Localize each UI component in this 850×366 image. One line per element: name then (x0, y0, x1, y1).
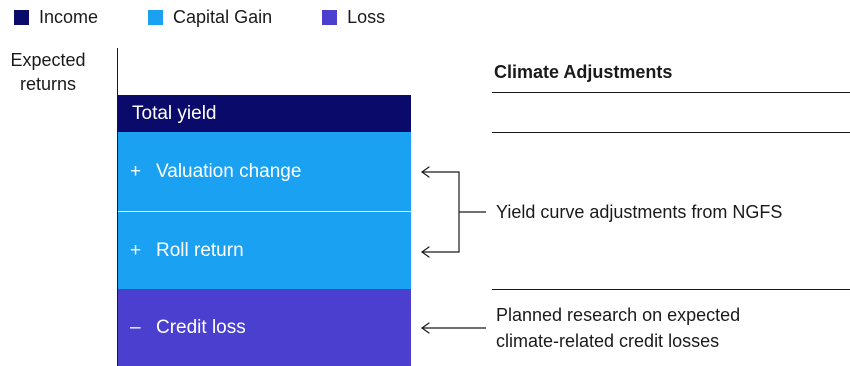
roll-return-arrowhead (420, 246, 430, 258)
credit-loss-arrowhead (420, 322, 430, 334)
legend: Income Capital Gain Loss (14, 6, 435, 28)
legend-label-loss: Loss (347, 6, 386, 27)
panel-rule-lower (492, 289, 850, 290)
valuation-change-label: Valuation change (156, 160, 302, 182)
y-axis-label: Expected returns (8, 48, 88, 96)
legend-item-capital-gain: Capital Gain (148, 7, 272, 28)
total-yield-label: Total yield (132, 102, 217, 124)
valuation-change-segment: + Valuation change (118, 132, 411, 211)
legend-item-income: Income (14, 7, 98, 28)
credit-loss-segment: – Credit loss (118, 289, 411, 366)
yield-curve-note: Yield curve adjustments from NGFS (496, 202, 783, 222)
credit-loss-note-line2: climate-related credit losses (496, 331, 720, 351)
credit-loss-label: Credit loss (156, 316, 246, 338)
legend-label-income: Income (39, 6, 99, 27)
capital-gain-swatch (148, 9, 164, 25)
y-axis-label-line1: Expected (10, 50, 86, 70)
y-axis-label-line2: returns (19, 74, 77, 94)
legend-item-loss: Loss (322, 7, 385, 28)
income-swatch (14, 9, 29, 25)
legend-label-capital-gain: Capital Gain (173, 6, 273, 27)
roll-return-label: Roll return (156, 239, 244, 261)
y-axis-line (117, 48, 118, 366)
total-yield-segment: Total yield (118, 95, 411, 132)
bracket (422, 171, 460, 253)
credit-loss-sign: – (130, 316, 141, 338)
segment-divider (118, 211, 411, 212)
credit-loss-note-line1: Planned research on expected (496, 305, 741, 325)
roll-return-segment: + Roll return (118, 212, 411, 289)
valuation-change-sign: + (130, 160, 142, 182)
loss-swatch (322, 9, 338, 25)
panel-title: Climate Adjustments (494, 62, 673, 82)
credit-loss-note: Planned research on expected climate-rel… (496, 302, 740, 354)
valuation-arrowhead (420, 166, 430, 178)
roll-return-sign: + (130, 239, 142, 261)
panel-rule-middle (492, 132, 850, 133)
title-rule-bottom (492, 92, 850, 93)
